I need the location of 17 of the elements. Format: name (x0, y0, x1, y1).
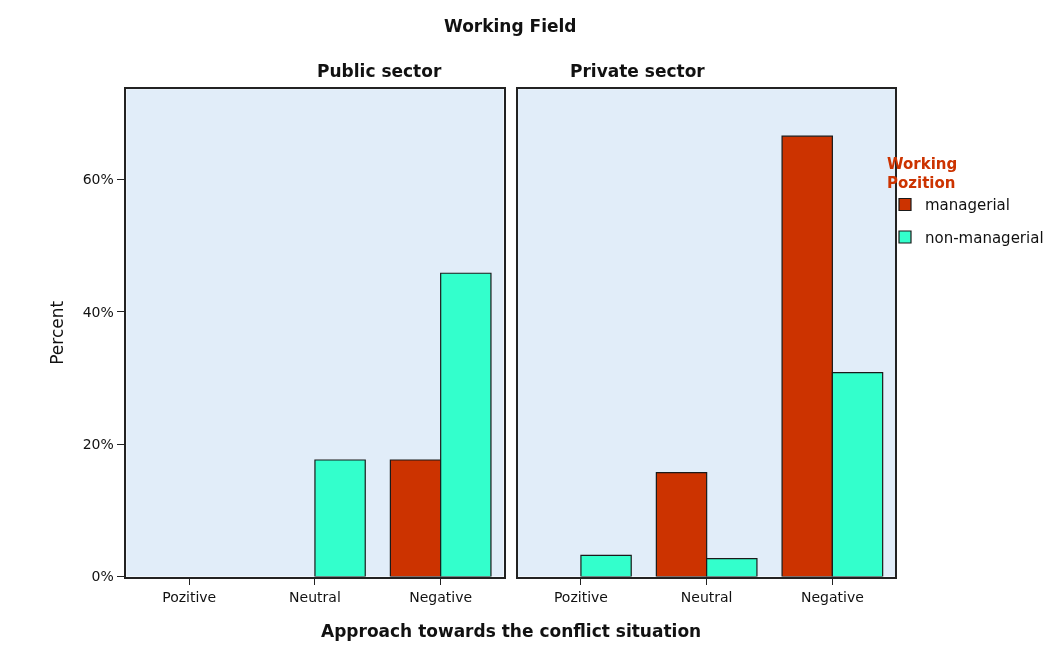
legend-label: non-managerial (925, 228, 1044, 247)
y-tick-label: 0% (91, 568, 114, 585)
x-tick-label: Pozitive (162, 589, 217, 606)
y-tick-label: 40% (82, 303, 114, 320)
x-tick-label: Pozitive (553, 589, 608, 606)
chart-title: Public sector (317, 61, 442, 81)
x-tick-label: Negative (409, 589, 473, 606)
text: Working Field (444, 16, 577, 36)
chart-title: Private sector (570, 61, 706, 81)
y-tick-label: 20% (82, 435, 114, 452)
y-axis-title: Percent (46, 300, 67, 365)
y-tick-label: 60% (82, 171, 114, 188)
x-axis-title: Approach towards the conflict situation (321, 621, 702, 641)
x-tick-label: Negative (800, 589, 864, 606)
legend-label: managerial (925, 196, 1010, 215)
x-tick-label: Neutral (680, 589, 733, 606)
x-tick-label: Neutral (289, 589, 341, 606)
